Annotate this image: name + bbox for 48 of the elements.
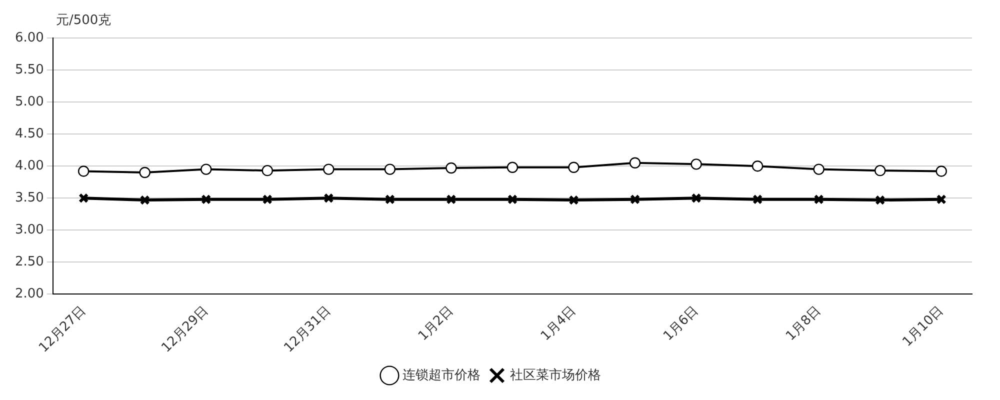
point: [875, 195, 886, 206]
point: [78, 166, 90, 177]
y-tick-label: 3.00: [14, 222, 44, 238]
x-tick-label: 1月6日: [660, 303, 702, 344]
point: [262, 194, 272, 204]
legend-label: 社区菜市场价格: [510, 368, 601, 383]
point: [324, 193, 334, 204]
legend-label: 连锁超市价格: [402, 368, 480, 383]
point: [752, 194, 763, 204]
point: [630, 194, 640, 204]
x-tick-label: 1月2日: [416, 303, 456, 344]
y-axis-title: 元/500克: [56, 12, 112, 28]
point: [936, 166, 947, 177]
point: [813, 164, 824, 175]
y-tick-label: 3.50: [14, 190, 44, 206]
point: [200, 164, 212, 175]
y-tick-label: 5.50: [14, 62, 44, 78]
point: [568, 195, 579, 206]
point: [506, 162, 518, 173]
point: [629, 157, 641, 168]
x-tick-label: 1月8日: [783, 303, 824, 344]
y-tick-label: 4.50: [14, 126, 44, 142]
x-tick-label: 1月4日: [538, 303, 579, 344]
y-tick-label: 2.00: [14, 286, 44, 302]
point: [140, 195, 150, 206]
y-tick-label: 4.00: [14, 158, 44, 174]
point: [814, 194, 824, 204]
x-tick-label: 12月27日: [36, 303, 89, 356]
y-tick-label: 2.50: [14, 254, 44, 270]
point: [568, 162, 580, 173]
point: [446, 194, 456, 204]
point: [262, 164, 273, 176]
point: [139, 166, 150, 178]
point: [691, 193, 702, 204]
point: [690, 158, 702, 170]
point: [323, 164, 334, 175]
point: [507, 194, 518, 204]
point: [384, 194, 395, 204]
point: [201, 194, 212, 204]
x-tick-label: 12月29日: [158, 303, 212, 356]
x-tick-label: 12月31日: [281, 303, 334, 356]
point: [874, 164, 886, 176]
point: [752, 160, 764, 172]
point: [446, 162, 457, 174]
y-tick-label: 6.00: [14, 30, 44, 46]
x-tick-label: 1月10日: [900, 303, 947, 350]
y-tick-label: 5.00: [14, 94, 44, 110]
point: [384, 164, 396, 175]
